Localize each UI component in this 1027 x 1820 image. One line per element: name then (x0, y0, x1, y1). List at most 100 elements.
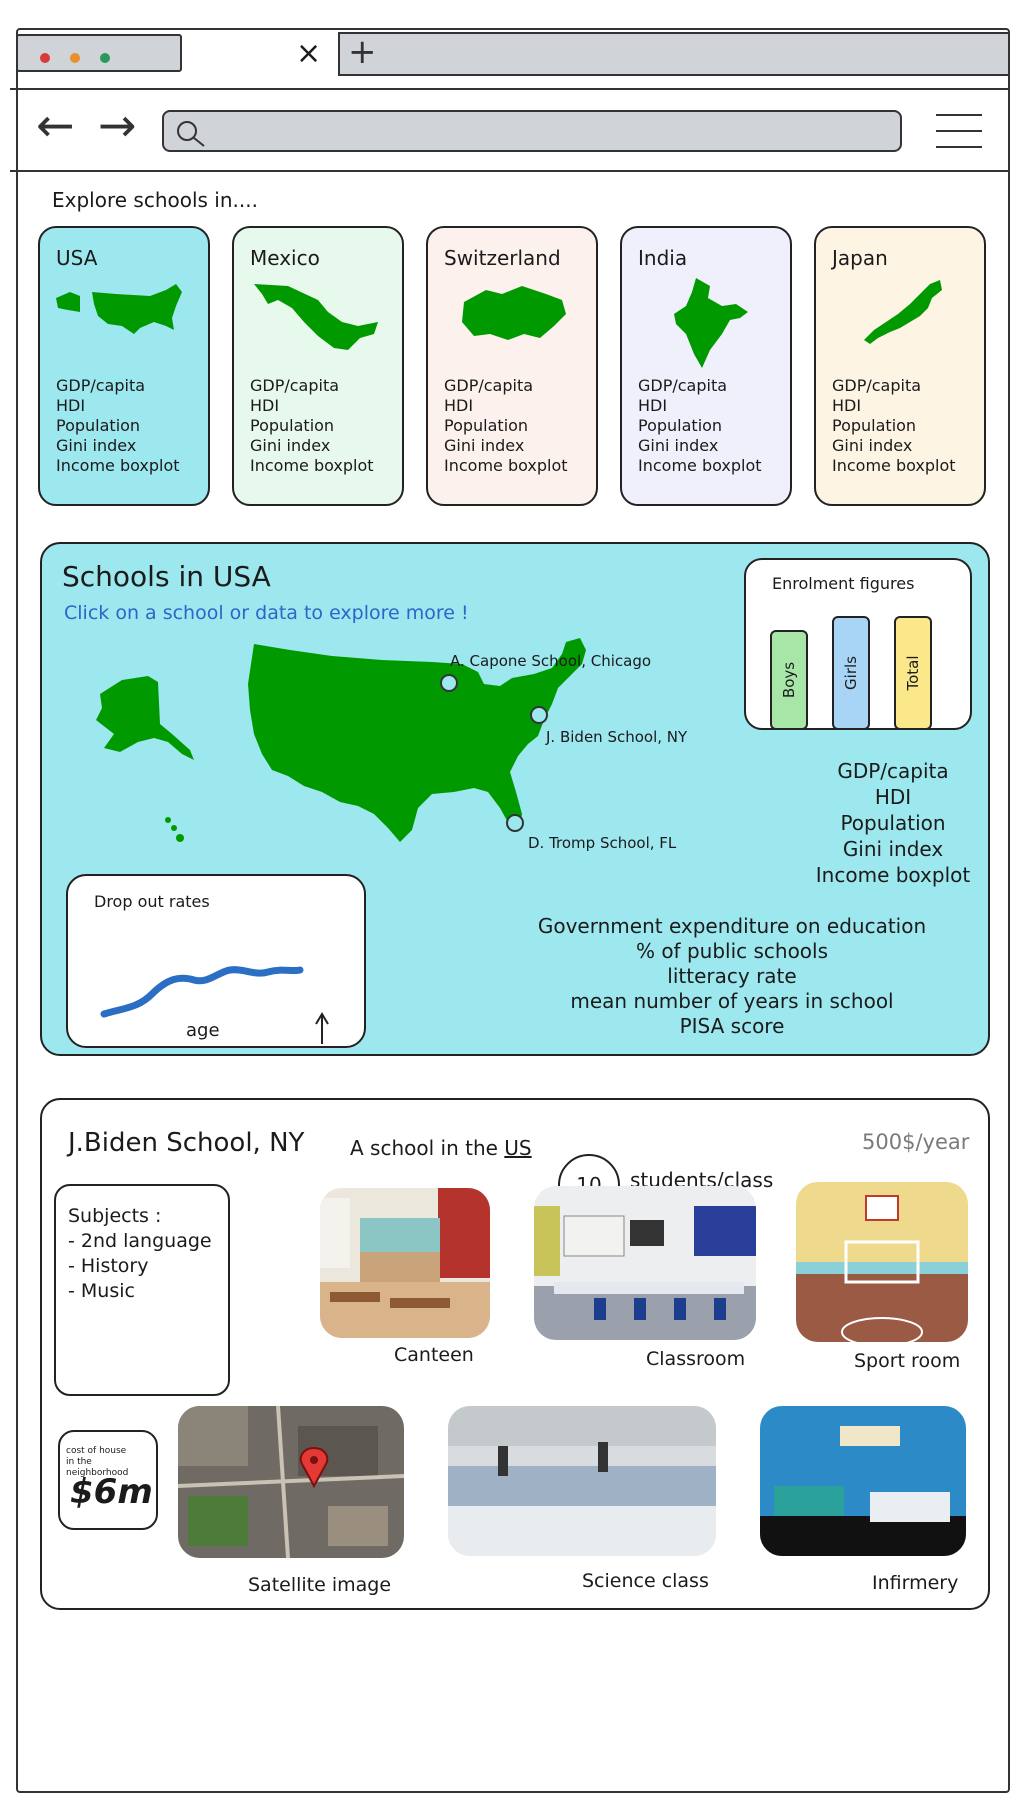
address-bar[interactable] (162, 110, 902, 152)
country-stat-item: Gini index (444, 436, 525, 455)
country-stat-item: Population (832, 416, 917, 435)
browser-window (16, 28, 1010, 1793)
back-arrow-icon[interactable]: ← (36, 98, 75, 152)
country-card-japan[interactable]: Japan GDP/capita HDI Population Gini index In… (814, 226, 986, 506)
explore-heading: Explore schools in.... (52, 188, 258, 212)
stat-pisa[interactable]: PISA score (679, 1014, 785, 1038)
country-stat-item: GDP/capita (832, 376, 922, 395)
country-stats-list: GDP/capita HDI Population Gini index Income … (832, 376, 956, 476)
girls-label: Girls (842, 656, 860, 690)
boys-bar[interactable]: Boys (770, 630, 808, 730)
country-name: India (638, 246, 688, 270)
school-label-fl[interactable]: D. Tromp School, FL (528, 834, 677, 852)
subject-item: - Music (68, 1280, 135, 1302)
country-stat-item: GDP/capita (638, 376, 728, 395)
stat-gov-expenditure[interactable]: Government expenditure on education (537, 914, 927, 938)
stat-gini[interactable]: Gini index (842, 837, 944, 861)
sport-room-caption: Sport room (854, 1350, 961, 1372)
school-pin-fl[interactable] (506, 814, 524, 832)
stat-gdp[interactable]: GDP/capita (837, 759, 949, 783)
country-name: Mexico (250, 246, 320, 270)
canteen-photo[interactable] (320, 1188, 490, 1338)
japan-map-icon (864, 280, 942, 344)
usa-map-icon (56, 284, 182, 334)
country-card-usa[interactable]: USA GDP/capita HDI Population Gini index Inco… (38, 226, 210, 506)
school-label-chicago[interactable]: A. Capone School, Chicago (450, 652, 652, 670)
school-title: J.Biden School, NY (68, 1128, 305, 1158)
panel-subtitle[interactable]: Click on a school or data to explore mor… (64, 602, 469, 624)
country-stat-item: GDP/capita (444, 376, 534, 395)
dropout-title: Drop out rates (94, 892, 210, 911)
browser-tab[interactable] (16, 34, 182, 72)
new-tab-area[interactable]: + (338, 32, 1010, 76)
forward-arrow-icon[interactable]: → (98, 98, 137, 152)
stat-years-in-school[interactable]: mean number of years in school (570, 989, 894, 1013)
education-stats[interactable]: Government expenditure on education % of… (512, 914, 952, 1039)
country-card-india[interactable]: India GDP/capita HDI Population Gini index In… (620, 226, 792, 506)
menu-icon[interactable] (936, 112, 982, 152)
school-panel: J.Biden School, NY A school in the US 50… (40, 1098, 990, 1610)
country-stat-item: Population (638, 416, 723, 435)
enrolment-figures[interactable]: Enrolment figures Boys Girls Total (744, 558, 972, 730)
school-pin-ny[interactable] (530, 706, 548, 724)
country-link[interactable]: US (504, 1136, 532, 1160)
total-label: Total (904, 655, 922, 691)
country-stat-item: Income boxplot (250, 456, 374, 475)
school-subtitle-text: A school in the (350, 1136, 505, 1160)
maximize-dot-icon[interactable] (100, 53, 110, 63)
country-stat-item: HDI (638, 396, 668, 415)
country-stats-list: GDP/capita HDI Population Gini index Income … (444, 376, 568, 476)
new-tab-icon[interactable]: + (348, 32, 377, 72)
country-stat-item: Gini index (250, 436, 331, 455)
minimize-dot-icon[interactable] (70, 53, 80, 63)
country-stat-item: Income boxplot (444, 456, 568, 475)
stat-literacy[interactable]: litteracy rate (667, 964, 797, 988)
country-stats-list: GDP/capita HDI Population Gini index Income … (56, 376, 180, 476)
close-tab-icon[interactable]: × (296, 36, 322, 71)
stat-hdi[interactable]: HDI (874, 785, 912, 809)
usa-map[interactable] (82, 624, 682, 904)
dropout-chart[interactable]: Drop out rates age (66, 874, 366, 1048)
boys-label: Boys (780, 661, 798, 699)
satellite-photo[interactable] (178, 1406, 404, 1558)
mexico-map-icon (254, 284, 378, 350)
subjects-box: Subjects : - 2nd language - History - Mu… (54, 1184, 230, 1396)
india-map-icon (674, 278, 748, 368)
country-stat-item: Gini index (638, 436, 719, 455)
stat-income-boxplot[interactable]: Income boxplot (815, 863, 971, 887)
country-stat-item: Gini index (56, 436, 137, 455)
country-card-mexico[interactable]: Mexico GDP/capita HDI Population Gini index I… (232, 226, 404, 506)
enrolment-title: Enrolment figures (772, 574, 915, 593)
map-pin-icon (299, 1446, 329, 1489)
stat-public-schools[interactable]: % of public schools (635, 939, 829, 963)
school-pin-chicago[interactable] (440, 674, 458, 692)
subject-item: - History (68, 1255, 149, 1277)
infirmery-photo[interactable] (760, 1406, 966, 1556)
school-label-ny[interactable]: J. Biden School, NY (546, 728, 688, 746)
country-name: USA (56, 246, 98, 270)
sport-room-image (796, 1182, 968, 1342)
canteen-caption: Canteen (394, 1344, 474, 1366)
country-card-switzerland[interactable]: Switzerland GDP/capita HDI Population Gini i… (426, 226, 598, 506)
sport-room-photo[interactable] (796, 1182, 968, 1342)
house-cost-label: cost of house in the neighborhood (66, 1446, 156, 1479)
science-class-image (448, 1406, 716, 1556)
navbar-divider (10, 170, 1010, 172)
stat-population[interactable]: Population (840, 811, 946, 835)
country-stat-item: Gini index (832, 436, 913, 455)
search-icon (177, 121, 205, 147)
infirmery-image (760, 1406, 966, 1556)
classroom-image (534, 1186, 756, 1340)
satellite-caption: Satellite image (248, 1574, 392, 1596)
classroom-photo[interactable] (534, 1186, 756, 1340)
school-subtitle: A school in the US (350, 1136, 532, 1160)
girls-bar[interactable]: Girls (832, 616, 870, 730)
country-stat-item: Income boxplot (832, 456, 956, 475)
science-class-photo[interactable] (448, 1406, 716, 1556)
country-stat-item: HDI (250, 396, 280, 415)
canteen-image (320, 1188, 490, 1338)
house-cost-value: $6m (70, 1472, 153, 1512)
country-stats[interactable]: GDP/capita HDI Population Gini index Inc… (798, 758, 988, 888)
total-bar[interactable]: Total (894, 616, 932, 730)
close-dot-icon[interactable] (40, 53, 50, 63)
